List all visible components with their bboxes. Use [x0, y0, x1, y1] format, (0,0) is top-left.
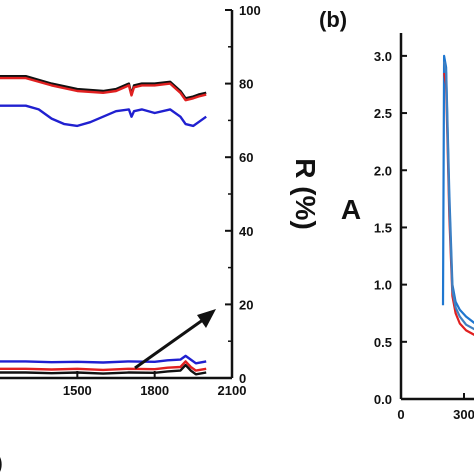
y-right-tick-label: 100: [239, 3, 261, 18]
y-right-tick-label: 60: [239, 150, 253, 165]
y-tick-label: 0.0: [374, 392, 392, 407]
series-line: [0, 104, 207, 128]
y-tick-label: 0.5: [374, 335, 392, 350]
series-line: [0, 363, 207, 376]
series-line: [0, 354, 207, 365]
x-tick-label: 0: [397, 407, 404, 422]
y-right-tick-label: 20: [239, 297, 253, 312]
x-tick-label: 1800: [140, 383, 169, 398]
series-line: [443, 61, 474, 331]
x-tick-label: 300: [453, 407, 474, 422]
annotation-arrow-head: [197, 309, 216, 328]
y-tick-label: 2.0: [374, 163, 392, 178]
y-right-tick-label: 40: [239, 224, 253, 239]
y-right-tick-label: 0: [239, 371, 246, 386]
panel-b-label: (b): [319, 7, 347, 32]
y-tick-label: 1.0: [374, 278, 392, 293]
x-tick-label: 2100: [218, 383, 247, 398]
series-line: [0, 360, 207, 372]
panel-a-label: ): [0, 453, 3, 474]
y-right-tick-label: 80: [239, 77, 253, 92]
y-tick-label: 3.0: [374, 49, 392, 64]
x-tick-label: 1500: [63, 383, 92, 398]
y-axis-title: A: [341, 194, 361, 225]
y-tick-label: 1.5: [374, 220, 392, 235]
annotation-arrow-shaft: [134, 315, 208, 370]
y-tick-label: 2.5: [374, 106, 392, 121]
y-right-axis-title: R (%): [290, 158, 321, 230]
series-line: [0, 74, 207, 100]
panel-b: 0.0 0.5 1.0 1.5 2.0 2.5 3.0 0 300 A (b): [319, 7, 474, 422]
series-line: [0, 76, 207, 102]
